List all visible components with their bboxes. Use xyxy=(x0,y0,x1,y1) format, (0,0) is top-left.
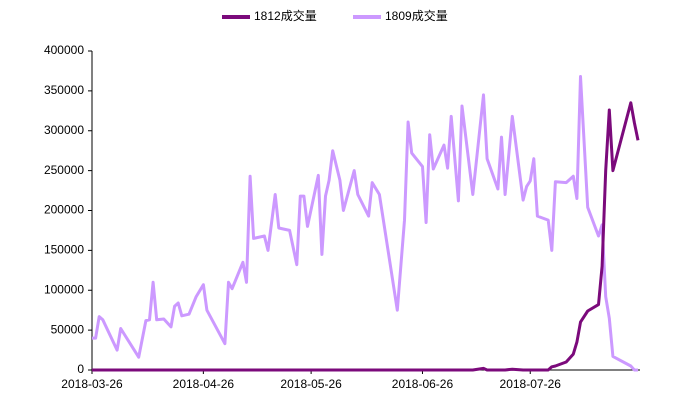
y-tick-label: 0 xyxy=(77,362,84,376)
y-tick-label: 150000 xyxy=(44,243,84,257)
x-tick-label: 2018-07-26 xyxy=(500,377,562,391)
x-tick-label: 2018-03-26 xyxy=(61,377,123,391)
y-tick-label: 100000 xyxy=(44,282,84,296)
x-tick-label: 2018-04-26 xyxy=(173,377,235,391)
x-tick-label: 2018-06-26 xyxy=(392,377,454,391)
y-tick-label: 200000 xyxy=(44,203,84,217)
legend-label: 1809成交量 xyxy=(385,8,448,23)
y-tick-label: 300000 xyxy=(44,123,84,137)
x-tick-label: 2018-05-26 xyxy=(280,377,342,391)
series-line xyxy=(92,101,640,372)
y-tick-label: 250000 xyxy=(44,163,84,177)
y-tick-label: 50000 xyxy=(51,322,85,336)
y-tick-label: 350000 xyxy=(44,83,84,97)
series-line xyxy=(92,75,638,372)
legend-label: 1812成交量 xyxy=(254,8,317,23)
y-tick-label: 400000 xyxy=(44,43,84,57)
